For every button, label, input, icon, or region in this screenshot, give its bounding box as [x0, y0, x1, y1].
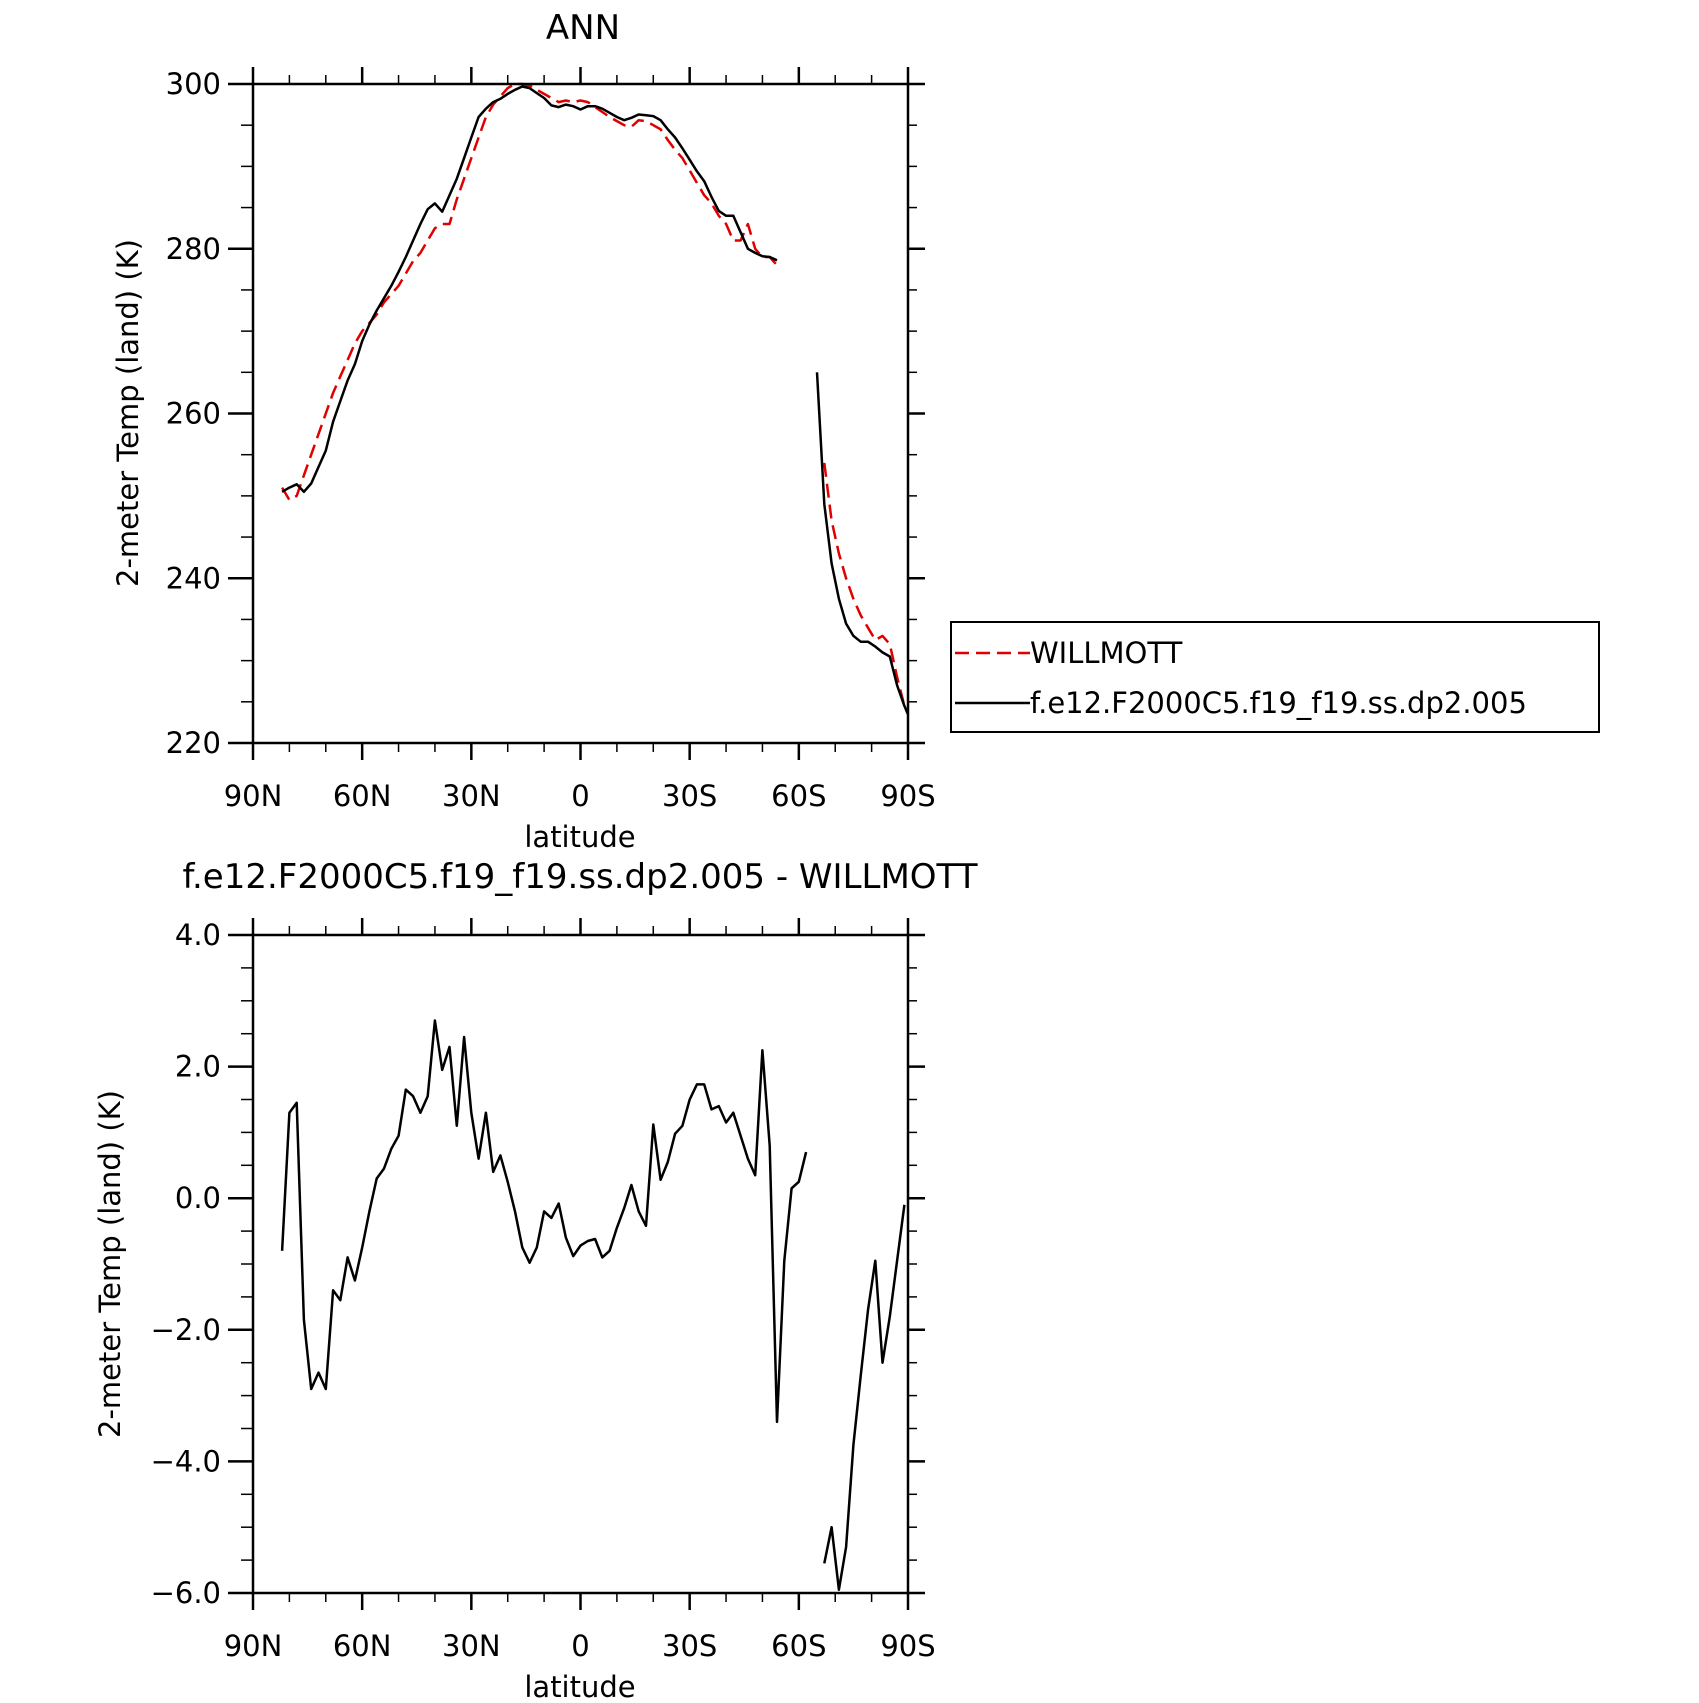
top-x-axis-label: latitude	[524, 820, 635, 854]
series-line-0-segment-1	[823, 462, 910, 715]
x-tick-label: 0	[571, 779, 589, 813]
series-line-0-segment-0	[281, 82, 778, 502]
series-line-0-segment-0	[280, 1019, 808, 1424]
bottom-panel: f.e12.F2000C5.f19_f19.ss.dp2.005 - WILLM…	[93, 857, 978, 1703]
series-line-1-segment-0	[281, 85, 778, 494]
y-tick-label: 280	[166, 232, 221, 266]
x-tick-label: 60N	[333, 779, 392, 813]
legend-label-willmott: WILLMOTT	[1030, 636, 1183, 670]
x-tick-label: 90S	[880, 779, 935, 813]
x-tick-label: 0	[571, 1629, 589, 1663]
bottom-plot-frame	[251, 933, 910, 1595]
x-tick-label: 90N	[224, 1629, 283, 1663]
legend: WILLMOTT f.e12.F2000C5.f19_f19.ss.dp2.00…	[950, 621, 1600, 733]
top-chart-title: ANN	[546, 8, 620, 48]
y-tick-label: 0.0	[175, 1181, 221, 1215]
x-tick-label: 90S	[880, 1629, 935, 1663]
top-tick-labels: 220 240 260 280 300 90N 60N 30N 0 30S 60S 90S	[166, 67, 936, 813]
y-tick-label: 300	[166, 67, 221, 101]
y-tick-label: 2.0	[175, 1050, 221, 1084]
top-series	[281, 82, 910, 715]
x-tick-label: 60N	[333, 1629, 392, 1663]
x-tick-label: 30N	[442, 1629, 501, 1663]
bottom-tick-labels: −6.0 −4.0 −2.0 0.0 2.0 4.0 90N 60N 30N 0 30S 60S 90S	[151, 918, 936, 1663]
series-line-1-segment-1	[815, 372, 910, 715]
x-tick-label: 30S	[662, 779, 717, 813]
top-plot-frame	[251, 82, 910, 745]
y-tick-label: 240	[166, 561, 221, 595]
y-tick-label: −6.0	[151, 1576, 221, 1610]
y-tick-label: 220	[166, 726, 221, 760]
y-tick-label: 260	[166, 397, 221, 431]
x-tick-label: 60S	[771, 1629, 826, 1663]
bottom-series	[280, 1019, 906, 1591]
top-y-axis-label: 2-meter Temp (land) (K)	[111, 239, 145, 587]
bottom-chart-title: f.e12.F2000C5.f19_f19.ss.dp2.005 - WILLM…	[182, 857, 977, 897]
bottom-ticks	[228, 918, 925, 1610]
legend-box	[950, 621, 1600, 733]
x-tick-label: 90N	[224, 779, 283, 813]
x-tick-label: 60S	[771, 779, 826, 813]
bottom-y-axis-label: 2-meter Temp (land) (K)	[93, 1090, 127, 1438]
y-tick-label: −2.0	[151, 1313, 221, 1347]
top-panel: ANN 220 240 260 280 300 90N 60N 30N 0 30S 60S 90S l…	[111, 8, 936, 854]
series-line-0-segment-1	[823, 1204, 906, 1591]
y-tick-label: 4.0	[175, 918, 221, 952]
top-ticks	[228, 67, 925, 760]
bottom-x-axis-label: latitude	[524, 1670, 635, 1703]
legend-label-model: f.e12.F2000C5.f19_f19.ss.dp2.005	[1030, 686, 1527, 720]
x-tick-label: 30S	[662, 1629, 717, 1663]
x-tick-label: 30N	[442, 779, 501, 813]
y-tick-label: −4.0	[151, 1444, 221, 1478]
